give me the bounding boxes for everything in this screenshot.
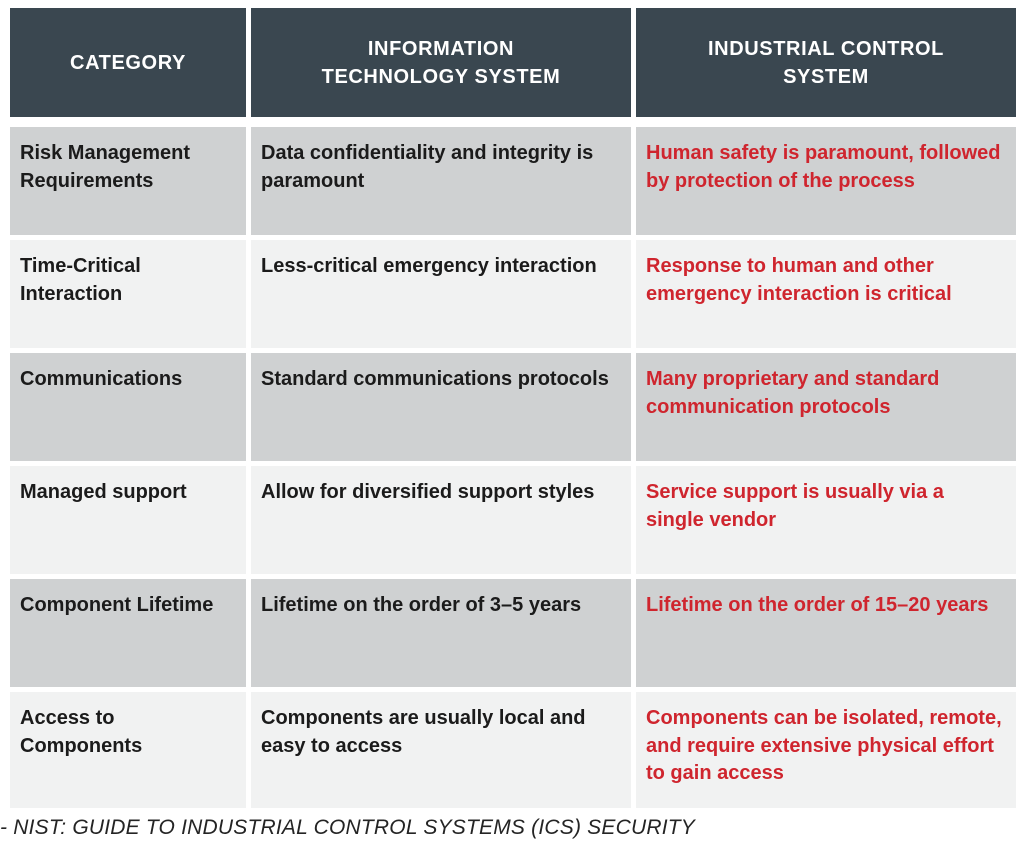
- category-cell: Risk Management Requirements: [10, 127, 246, 235]
- table-row: Risk Management Requirements Data confid…: [10, 127, 1016, 235]
- category-cell: Time-Critical Interaction: [10, 240, 246, 348]
- it-vs-ics-table: CATEGORY INFORMATION TECHNOLOGY SYSTEM I…: [10, 8, 1016, 813]
- category-cell: Component Lifetime: [10, 579, 246, 687]
- source-citation: - NIST: GUIDE TO INDUSTRIAL CONTROL SYST…: [0, 816, 695, 839]
- column-header-category: CATEGORY: [10, 8, 246, 117]
- ics-cell: Service support is usually via a single …: [636, 466, 1016, 574]
- table-row: Access to Components Components are usua…: [10, 692, 1016, 808]
- column-header-it-system: INFORMATION TECHNOLOGY SYSTEM: [251, 8, 631, 117]
- category-cell: Communications: [10, 353, 246, 461]
- it-system-cell: Data confidentiality and integrity is pa…: [251, 127, 631, 235]
- table-row: Communications Standard communications p…: [10, 353, 1016, 461]
- it-system-cell: Components are usually local and easy to…: [251, 692, 631, 808]
- table-row: Time-Critical Interaction Less-critical …: [10, 240, 1016, 348]
- category-cell: Access to Components: [10, 692, 246, 808]
- category-cell: Managed support: [10, 466, 246, 574]
- table-row: Component Lifetime Lifetime on the order…: [10, 579, 1016, 687]
- ics-cell: Response to human and other emergency in…: [636, 240, 1016, 348]
- ics-cell: Components can be isolated, remote, and …: [636, 692, 1016, 808]
- ics-cell: Lifetime on the order of 15–20 years: [636, 579, 1016, 687]
- it-system-cell: Less-critical emergency interaction: [251, 240, 631, 348]
- table-row: Managed support Allow for diversified su…: [10, 466, 1016, 574]
- column-header-ics: INDUSTRIAL CONTROL SYSTEM: [636, 8, 1016, 117]
- ics-cell: Human safety is paramount, followed by p…: [636, 127, 1016, 235]
- ics-cell: Many proprietary and standard communicat…: [636, 353, 1016, 461]
- it-system-cell: Lifetime on the order of 3–5 years: [251, 579, 631, 687]
- it-system-cell: Allow for diversified support styles: [251, 466, 631, 574]
- table-header-row: CATEGORY INFORMATION TECHNOLOGY SYSTEM I…: [10, 8, 1016, 117]
- it-system-cell: Standard communications protocols: [251, 353, 631, 461]
